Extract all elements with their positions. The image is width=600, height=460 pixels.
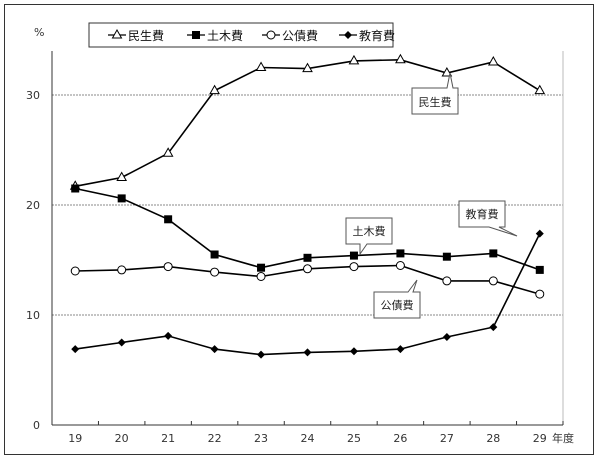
callout-minsei: 民生費 (411, 72, 459, 115)
triangle-marker (348, 54, 360, 65)
triangle-marker (162, 147, 174, 157)
triangle-marker (534, 84, 546, 95)
legend-item: 公債費 (262, 28, 318, 43)
square-marker (489, 249, 498, 258)
legend-label: 土木費 (207, 28, 243, 43)
legend: 民生費 土木費 公債費 教育費 (88, 22, 395, 48)
legend-label: 教育費 (359, 28, 395, 43)
triangle-marker (395, 53, 406, 64)
legend-item: 民生費 (108, 28, 164, 43)
series-filled-diamond (71, 229, 544, 359)
square-marker (192, 31, 200, 39)
x-tick-label: 26 (393, 432, 407, 445)
diamond-marker (535, 229, 544, 238)
series-filled-square (71, 184, 544, 274)
circle-marker (488, 276, 498, 286)
y-tick-label: 10 (26, 309, 40, 322)
square-marker (535, 265, 544, 274)
circle-marker (210, 267, 220, 277)
x-tick-label: 21 (161, 432, 175, 445)
circle-marker (266, 30, 276, 40)
callout-doboku: 土木費 (345, 217, 393, 256)
circle-marker (442, 276, 452, 286)
x-tick-label: 25 (347, 432, 361, 445)
diamond-marker (303, 348, 312, 357)
callout-kousai: 公債費 (373, 279, 421, 319)
x-tick-label: 23 (254, 432, 268, 445)
chart-frame (4, 4, 594, 455)
square-marker (442, 252, 451, 261)
triangle-marker (302, 62, 313, 73)
diamond-marker (349, 347, 358, 356)
y-axis-unit: % (34, 26, 44, 39)
x-tick-label: 22 (208, 432, 222, 445)
square-marker (117, 194, 126, 203)
callout-kyouiku-label: 教育費 (466, 207, 499, 221)
triangle-marker (111, 28, 123, 39)
x-tick-label: 19 (68, 432, 82, 445)
circle-marker (395, 261, 405, 270)
x-tick-label: 28 (486, 432, 500, 445)
y-tick-label: 0 (33, 419, 40, 432)
square-marker (164, 215, 173, 224)
triangle-marker (441, 66, 453, 77)
callout-doboku-label: 土木費 (353, 224, 386, 238)
triangle-marker (487, 55, 499, 66)
diamond-marker (210, 345, 219, 354)
legend-item: 土木費 (187, 28, 243, 43)
square-marker (210, 250, 219, 259)
circle-marker (256, 272, 266, 281)
legend-label: 公債費 (282, 28, 318, 43)
series-lines (69, 53, 546, 359)
circle-marker (349, 262, 359, 272)
axes: 0 10 20 30 19 20 21 22 23 24 25 26 27 28 29 (26, 51, 564, 445)
square-marker (349, 251, 358, 260)
diamond-marker (117, 338, 126, 347)
circle-marker (163, 262, 173, 272)
square-marker (71, 184, 80, 193)
diamond-marker (489, 323, 498, 332)
diamond-marker (257, 350, 266, 359)
square-marker (303, 253, 312, 262)
circle-marker (117, 265, 127, 275)
x-tick-label: 24 (301, 432, 315, 445)
triangle-marker (116, 171, 128, 181)
series-open-circle (70, 261, 545, 299)
y-tick-label: 30 (26, 89, 40, 102)
triangle-marker (209, 84, 220, 95)
x-tick-label: 29 (533, 432, 547, 445)
diamond-marker (164, 331, 173, 340)
diamond-marker (71, 345, 80, 354)
square-marker (257, 263, 266, 272)
x-tick-label: 20 (115, 432, 129, 445)
y-tick-label: 20 (26, 199, 40, 212)
circle-marker (535, 289, 545, 299)
series-open-triangle (69, 53, 546, 190)
triangle-marker (255, 61, 267, 71)
callout-kyouiku: 教育費 (458, 200, 518, 237)
legend-item: 教育費 (339, 28, 395, 43)
callout-minsei-label: 民生費 (419, 95, 452, 109)
circle-marker (70, 266, 80, 276)
diamond-marker (344, 31, 352, 39)
square-marker (396, 249, 405, 258)
callout-kousai-label: 公債費 (381, 298, 414, 312)
x-tick-label: 27 (440, 432, 454, 445)
circle-marker (303, 264, 312, 274)
x-axis-unit: 年度 (552, 431, 574, 445)
diamond-marker (396, 345, 405, 354)
legend-label: 民生費 (128, 28, 164, 43)
diamond-marker (442, 333, 451, 341)
